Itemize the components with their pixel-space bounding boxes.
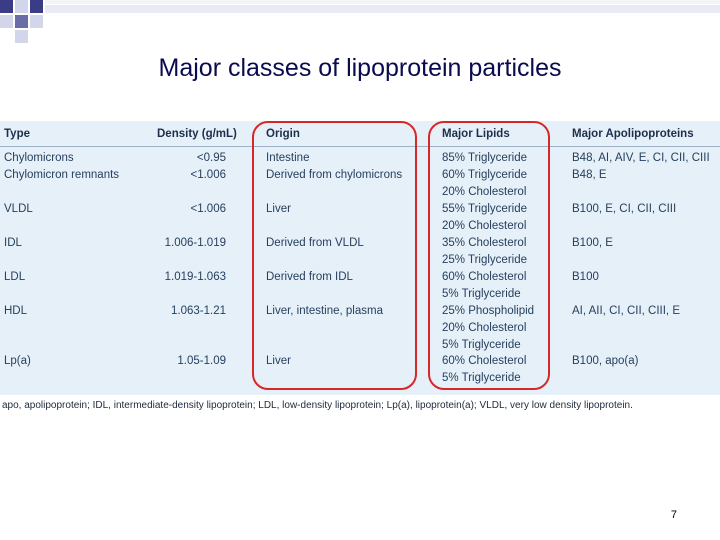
row-apolipoproteins: B48, AI, AIV, E, CI, CII, CIII xyxy=(572,152,710,164)
row-type: HDL xyxy=(4,305,28,317)
row-type: LDL xyxy=(4,271,26,283)
row-type: Lp(a) xyxy=(4,355,31,367)
row-lipid: 5% Triglyceride xyxy=(442,288,521,300)
row-type: VLDL xyxy=(4,203,33,215)
row-origin: Intestine xyxy=(266,152,310,164)
row-lipid: 35% Cholesterol xyxy=(442,237,527,249)
row-apolipoproteins: AI, AII, CI, CII, CIII, E xyxy=(572,305,680,317)
corner-decoration-squares xyxy=(0,0,720,43)
row-apolipoproteins: B100, E, CI, CII, CIII xyxy=(572,203,677,215)
row-origin: Liver xyxy=(266,203,291,215)
row-density: <1.006 xyxy=(190,169,227,181)
row-lipid: 25% Phospholipid xyxy=(442,305,535,317)
row-type: IDL xyxy=(4,237,22,249)
row-type: Chylomicrons xyxy=(4,152,74,164)
row-lipid: 85% Triglyceride xyxy=(442,152,528,164)
header-major-lipids: Major Lipids xyxy=(442,128,510,140)
row-origin: Liver, intestine, plasma xyxy=(266,305,383,317)
row-lipid: 60% Triglyceride xyxy=(442,169,528,181)
header-density: Density (g/mL) xyxy=(157,128,237,140)
row-origin: Derived from chylomicrons xyxy=(266,169,403,181)
row-density: 1.05-1.09 xyxy=(177,355,226,367)
row-origin: Derived from VLDL xyxy=(266,237,364,249)
row-lipid: 60% Cholesterol xyxy=(442,355,527,367)
row-density: 1.006-1.019 xyxy=(164,237,226,249)
row-lipid: 5% Triglyceride xyxy=(442,372,521,384)
row-lipid: 60% Cholesterol xyxy=(442,271,527,283)
row-lipid: 20% Cholesterol xyxy=(442,220,527,232)
row-type: Chylomicron remnants xyxy=(4,169,120,181)
row-origin: Liver xyxy=(266,355,291,367)
lipids-highlight-oval xyxy=(428,121,550,390)
row-density: 1.063-1.21 xyxy=(171,305,226,317)
origin-highlight-oval xyxy=(252,121,417,390)
table-footnote: apo, apolipoprotein; IDL, intermediate-d… xyxy=(2,400,633,411)
header-type: Type xyxy=(4,128,30,140)
row-apolipoproteins: B100, apo(a) xyxy=(572,355,639,367)
table-header-row: Type Density (g/mL) Origin Major Lipids … xyxy=(0,121,720,147)
row-apolipoproteins: B100 xyxy=(572,271,599,283)
row-lipid: 25% Triglyceride xyxy=(442,254,528,266)
header-origin: Origin xyxy=(266,128,300,140)
row-lipid: 20% Cholesterol xyxy=(442,186,527,198)
row-density: 1.019-1.063 xyxy=(164,271,226,283)
row-density: <0.95 xyxy=(196,152,226,164)
page-number: 7 xyxy=(670,509,677,521)
row-density: <1.006 xyxy=(190,203,227,215)
row-origin: Derived from IDL xyxy=(266,271,353,283)
slide-title: Major classes of lipoprotein particles xyxy=(158,54,562,82)
header-major-apolipoproteins: Major Apolipoproteins xyxy=(572,128,694,140)
row-lipid: 5% Triglyceride xyxy=(442,339,521,351)
row-apolipoproteins: B100, E xyxy=(572,237,613,249)
lipoprotein-table: Type Density (g/mL) Origin Major Lipids … xyxy=(0,121,720,395)
row-apolipoproteins: B48, E xyxy=(572,169,607,181)
row-lipid: 55% Triglyceride xyxy=(442,203,528,215)
row-lipid: 20% Cholesterol xyxy=(442,322,527,334)
